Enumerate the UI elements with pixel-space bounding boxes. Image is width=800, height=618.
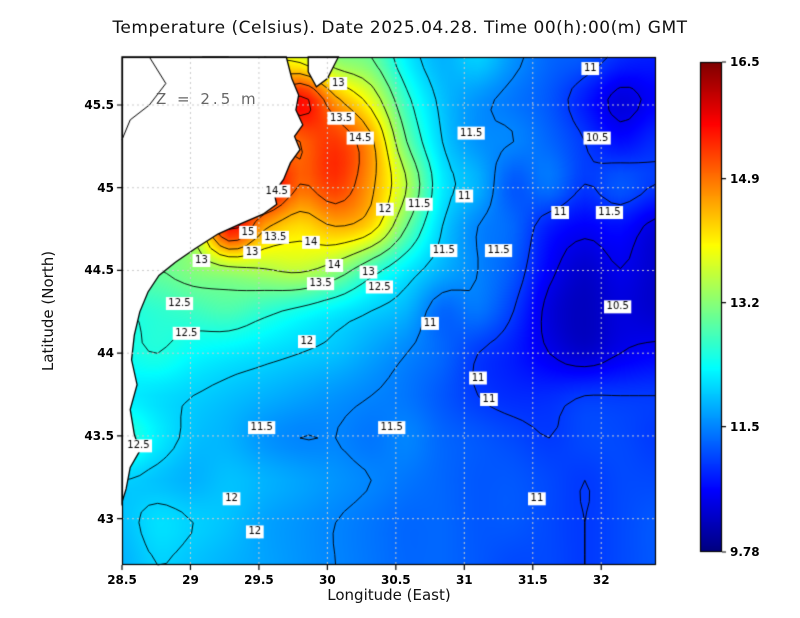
x-tick-label: 29 <box>182 573 199 587</box>
colorbar-tick-label: 16.5 <box>730 55 760 69</box>
colorbar-tick-label: 11.5 <box>730 419 760 434</box>
y-tick-label: 45 <box>97 180 114 195</box>
y-tick-label: 44 <box>97 346 114 361</box>
colorbar-tick-label: 9.78 <box>730 545 760 559</box>
y-axis-title: Latitude (North) <box>39 250 57 372</box>
x-tick-label: 30 <box>319 573 336 587</box>
depth-annotation: Z = 2.5 m <box>156 90 259 108</box>
y-tick-label: 45.5 <box>84 97 114 112</box>
x-tick-label: 28.5 <box>107 573 137 587</box>
x-axis-title: Longitude (East) <box>327 586 451 604</box>
y-tick-label: 43.5 <box>84 428 114 443</box>
colorbar-tick-label: 14.9 <box>730 171 760 186</box>
y-tick-label: 43 <box>97 511 114 526</box>
x-tick-label: 31 <box>455 573 473 587</box>
colorbar-tick-label: 13.2 <box>730 295 760 310</box>
x-tick-label: 29.5 <box>244 573 274 587</box>
y-tick-label: 44.5 <box>84 263 114 278</box>
x-tick-label: 30.5 <box>381 573 411 587</box>
x-tick-label: 31.5 <box>517 573 548 587</box>
plot-title: Temperature (Celsius). Date 2025.04.28. … <box>112 18 688 38</box>
x-tick-label: 32 <box>592 573 610 587</box>
